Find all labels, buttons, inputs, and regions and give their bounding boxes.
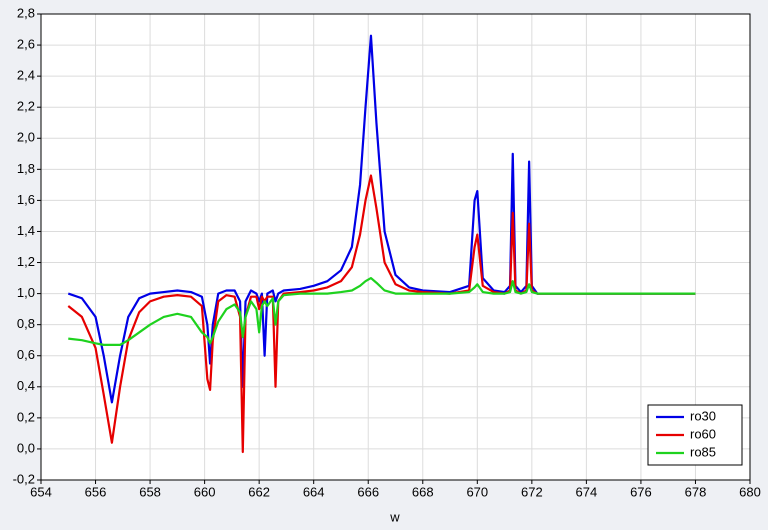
line-series <box>67 34 696 404</box>
x-tick-label: 658 <box>139 484 161 499</box>
x-tick-label: 654 <box>30 484 52 499</box>
x-tick-label: 678 <box>685 484 707 499</box>
y-tick-label: 2,2 <box>17 99 35 114</box>
legend-label: ro60 <box>690 426 716 441</box>
x-tick-label: 668 <box>412 484 434 499</box>
x-axis-label: w <box>389 509 400 524</box>
x-tick-label: 670 <box>466 484 488 499</box>
x-tick-label: 674 <box>576 484 598 499</box>
y-tick-label: 2,6 <box>17 37 35 52</box>
x-tick-label: 664 <box>303 484 325 499</box>
y-tick-label: 1,6 <box>17 192 35 207</box>
y-tick-label: 2,0 <box>17 130 35 145</box>
x-tick-label: 662 <box>248 484 270 499</box>
x-tick-label: 666 <box>357 484 379 499</box>
y-tick-label: 2,4 <box>17 68 35 83</box>
plot-border <box>40 13 751 481</box>
x-tick-label: 680 <box>739 484 761 499</box>
y-tick-label: 1,0 <box>17 285 35 300</box>
x-tick-label: 660 <box>194 484 216 499</box>
y-tick-label: 1,8 <box>17 161 35 176</box>
legend-label: ro85 <box>690 444 716 459</box>
y-tick-label: 0,0 <box>17 440 35 455</box>
y-tick-label: 1,4 <box>17 223 35 238</box>
y-tick-label: 0,8 <box>17 316 35 331</box>
x-tick-label: 676 <box>630 484 652 499</box>
y-tick-label: 0,4 <box>17 378 35 393</box>
y-tick-label: 2,8 <box>17 5 35 20</box>
y-tick-label: -0,2 <box>13 471 35 486</box>
line-series <box>68 276 696 346</box>
x-tick-label: 656 <box>85 484 107 499</box>
legend: ro30 ro60 ro85 <box>647 404 743 466</box>
y-tick-label: 0,6 <box>17 347 35 362</box>
y-tick-label: 1,2 <box>17 254 35 269</box>
plot-area <box>41 14 750 480</box>
x-tick-label: 672 <box>521 484 543 499</box>
y-tick-label: 0,2 <box>17 409 35 424</box>
legend-label: ro30 <box>690 408 716 423</box>
